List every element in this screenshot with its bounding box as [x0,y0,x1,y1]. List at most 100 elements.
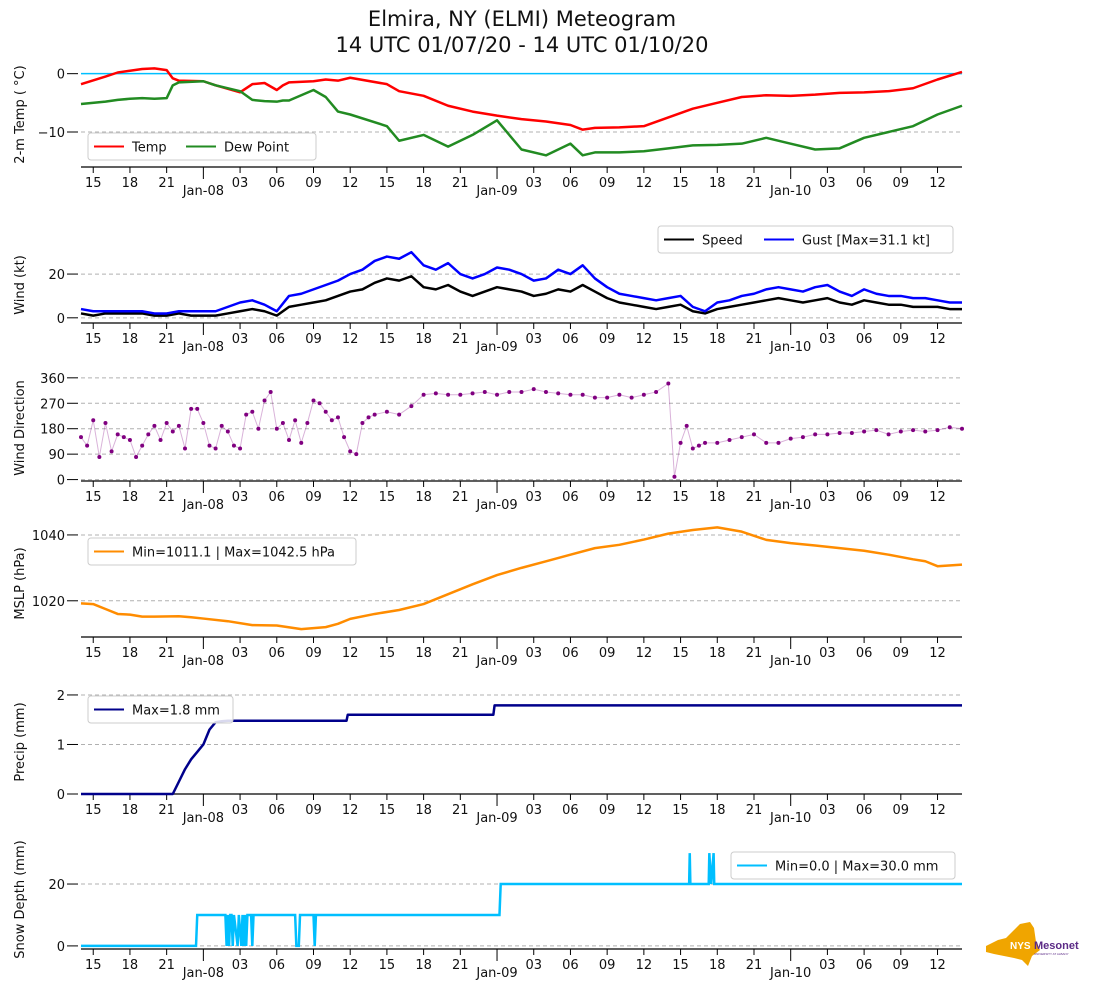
wind-direction-point [458,392,463,397]
y-tick-label: 20 [48,878,65,893]
wind-direction-point [127,438,132,443]
x-tick-label-hour: 12 [342,332,359,347]
x-tick-label-hour: 09 [599,176,616,191]
wind-direction-point [690,446,695,451]
wind-direction-point [335,415,340,420]
x-tick-label-hour: 21 [452,958,469,973]
x-tick-label-hour: 15 [379,490,396,505]
y-tick-label: 0 [57,68,65,83]
x-tick-label-hour: 12 [342,176,359,191]
wind-direction-point [372,412,377,417]
x-tick-label-day: Jan-10 [769,340,811,355]
wind-direction-point [262,398,267,403]
x-tick-label-hour: 21 [746,332,763,347]
x-tick-label-hour: 15 [379,803,396,818]
y-tick-label: 0 [57,940,65,955]
x-tick-label-hour: 03 [525,490,542,505]
series-gust [80,250,962,315]
ny-state-shape-icon [986,922,1040,966]
x-tick-label-hour: 18 [415,803,432,818]
x-tick-label-hour: 12 [636,176,653,191]
x-tick-label-hour: 12 [929,803,946,818]
x-tick-label-hour: 15 [85,332,102,347]
wind-direction-point [201,421,206,426]
legend-label: Min=0.0 | Max=30.0 mm [775,860,938,875]
wind-direction-point [519,389,524,394]
x-tick-label-hour: 06 [856,490,873,505]
logo-university-text: UNIVERSITY AT ALBANY [1034,952,1069,956]
wind-direction-point [947,425,952,430]
x-tick-label-day: Jan-08 [182,184,224,199]
wind-direction-point [617,392,622,397]
x-tick-label-hour: 06 [856,332,873,347]
wind-direction-point [317,401,322,406]
y-tick-label: 1040 [32,529,65,544]
wind-direction-point [703,440,708,445]
x-tick-label-hour: 18 [415,646,432,661]
x-tick-label-hour: 12 [929,646,946,661]
x-tick-label-day: Jan-08 [182,654,224,669]
wind-direction-point [776,440,781,445]
legend-label: Temp [131,141,167,156]
x-tick-label-hour: 09 [305,176,322,191]
series-speed [80,275,962,317]
x-tick-label-hour: 12 [342,803,359,818]
x-tick-label-hour: 21 [158,646,175,661]
y-axis-label: Wind Direction [13,380,28,476]
wind-direction-point [280,421,285,426]
series-precip [81,704,962,796]
x-tick-label-day: Jan-10 [769,184,811,199]
legend-label: Min=1011.1 | Max=1042.5 hPa [132,546,335,561]
x-tick-label-hour: 06 [562,332,579,347]
wind-direction-point [862,429,867,434]
wind-direction-point [409,404,414,409]
x-tick-label-hour: 18 [415,332,432,347]
nys-mesonet-logo: NYS Mesonet UNIVERSITY AT ALBANY [986,922,1079,966]
x-tick-label-hour: 12 [636,332,653,347]
legend-box [657,225,954,254]
x-tick-label-hour: 15 [85,646,102,661]
wind-direction-point [911,428,916,433]
panel-mslp: 1020 1040 MSLP (hPa) 15 18 21 03 06 09 12 15 18 21 03… [13,526,963,669]
x-tick-label-day: Jan-10 [769,654,811,669]
wind-direction-point [556,391,561,396]
x-tick-label-hour: 15 [672,332,689,347]
x-tick-label-hour: 03 [525,803,542,818]
x-tick-label-hour: 15 [379,332,396,347]
x-tick-label-hour: 18 [415,490,432,505]
x-tick-label-hour: 06 [269,646,286,661]
x-tick-label-hour: 09 [305,332,322,347]
wind-direction-point [85,443,90,448]
wind-direction-point [678,440,683,445]
wind-direction-point [470,391,475,396]
x-tick-label-hour: 06 [562,490,579,505]
wind-direction-point [366,415,371,420]
x-tick-label-hour: 18 [122,176,139,191]
x-tick-label-hour: 09 [893,646,910,661]
x-tick-label-hour: 09 [305,803,322,818]
legend-box [730,851,956,880]
legend-box [87,695,234,724]
wind-direction-point [935,428,940,433]
x-tick-label-day: Jan-08 [182,966,224,981]
wind-direction-point [238,446,243,451]
wind-direction-point [629,395,634,400]
x-tick-label-hour: 21 [158,490,175,505]
x-tick-label-hour: 18 [709,803,726,818]
y-tick-label: 0 [57,474,65,489]
legend-mslp: Min=1011.1 | Max=1042.5 hPa [87,537,357,566]
wind-direction-point [898,429,903,434]
x-tick-label-hour: 15 [672,176,689,191]
x-tick-label-hour: 12 [929,332,946,347]
panel-snow: 0 20 Snow Depth (mm) 15 18 21 03 06 09 12 15 18 21 03… [13,840,962,981]
x-tick-label-hour: 15 [379,646,396,661]
legend-label: Dew Point [224,141,289,156]
wind-direction-point [293,418,298,423]
x-tick-label-hour: 18 [122,332,139,347]
x-tick-label-hour: 09 [305,646,322,661]
wind-direction-point [274,426,279,431]
wind-direction-point [79,435,83,440]
y-tick-label: 1020 [32,595,65,610]
x-tick-label-hour: 21 [746,646,763,661]
